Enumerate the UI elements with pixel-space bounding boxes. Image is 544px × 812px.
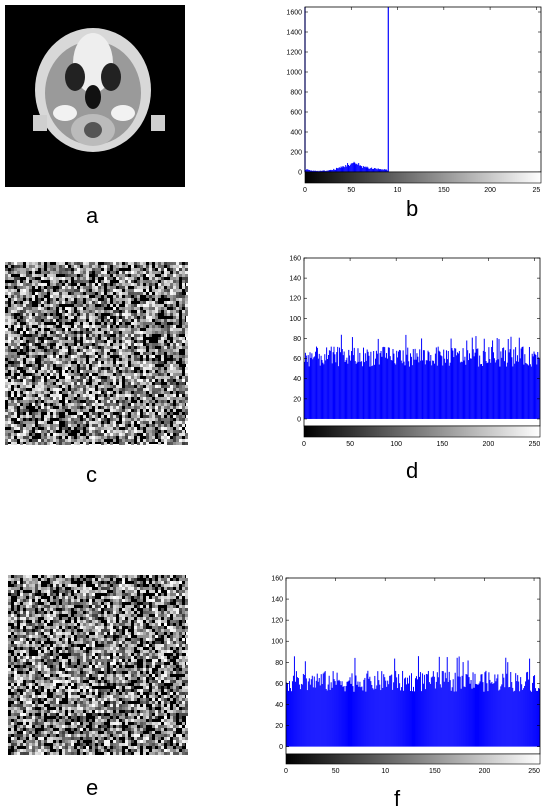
x-tick-label: 150 xyxy=(436,441,448,448)
y-tick-label: 1400 xyxy=(286,30,302,37)
x-tick-label: 0 xyxy=(284,768,288,775)
y-tick-label: 140 xyxy=(289,276,301,283)
caption-d: d xyxy=(406,458,418,484)
y-tick-label: 1600 xyxy=(286,10,302,17)
y-tick-label: 200 xyxy=(290,150,302,157)
x-tick-label: 10 xyxy=(381,768,389,775)
x-tick-label: 25 xyxy=(532,187,540,194)
chart-b: 0 200 400 600 800 1000 1200 1400 1600 0 50 10 150 200… xyxy=(286,7,541,194)
colorbar-f xyxy=(286,754,540,764)
y-tick-label: 160 xyxy=(271,576,283,583)
y-tick-label: 0 xyxy=(297,416,301,423)
x-tick-label: 0 xyxy=(302,441,306,448)
colorbar-d xyxy=(304,426,540,437)
x-tick-label: 200 xyxy=(484,187,496,194)
caption-b: b xyxy=(406,196,418,222)
x-tick-label: 150 xyxy=(438,187,450,194)
y-tick-label: 600 xyxy=(290,110,302,117)
y-tick-label: 40 xyxy=(293,376,301,383)
y-tick-label: 40 xyxy=(275,702,283,709)
caption-f: f xyxy=(394,786,400,812)
x-tick-label: 150 xyxy=(429,768,441,775)
y-tick-label: 100 xyxy=(271,639,283,646)
x-tick-label: 50 xyxy=(347,187,355,194)
x-tick-label: 200 xyxy=(483,441,495,448)
chart-d: 0 20 40 60 80 100 120 140 160 0 50 100 150 200 250 xyxy=(289,256,540,449)
y-tick-label: 1200 xyxy=(286,50,302,57)
y-tick-label: 400 xyxy=(290,130,302,137)
y-tick-label: 80 xyxy=(293,336,301,343)
y-tick-label: 140 xyxy=(271,597,283,604)
y-tick-label: 100 xyxy=(289,316,301,323)
axes-frame-b xyxy=(305,7,541,172)
x-tick-label: 100 xyxy=(390,441,402,448)
y-tick-label: 0 xyxy=(279,744,283,751)
y-tick-label: 0 xyxy=(298,170,302,177)
colorbar-b xyxy=(305,172,541,183)
y-tick-label: 20 xyxy=(275,723,283,730)
x-tick-label: 50 xyxy=(346,441,354,448)
y-tick-label: 160 xyxy=(289,256,301,263)
y-tick-label: 80 xyxy=(275,660,283,667)
y-tick-label: 60 xyxy=(275,681,283,688)
x-tick-label: 50 xyxy=(332,768,340,775)
y-tick-label: 120 xyxy=(271,618,283,625)
x-tick-label: 250 xyxy=(528,768,540,775)
x-tick-label: 0 xyxy=(303,187,307,194)
x-tick-label: 250 xyxy=(529,441,541,448)
x-tick-label: 10 xyxy=(394,187,402,194)
y-tick-label: 120 xyxy=(289,296,301,303)
y-tick-label: 800 xyxy=(290,90,302,97)
chart-f: 0 20 40 60 80 100 120 140 160 0 50 10 150 200 250 xyxy=(271,576,540,776)
x-tick-label: 200 xyxy=(479,768,491,775)
y-tick-label: 60 xyxy=(293,356,301,363)
y-tick-label: 1000 xyxy=(286,70,302,77)
y-tick-label: 20 xyxy=(293,396,301,403)
